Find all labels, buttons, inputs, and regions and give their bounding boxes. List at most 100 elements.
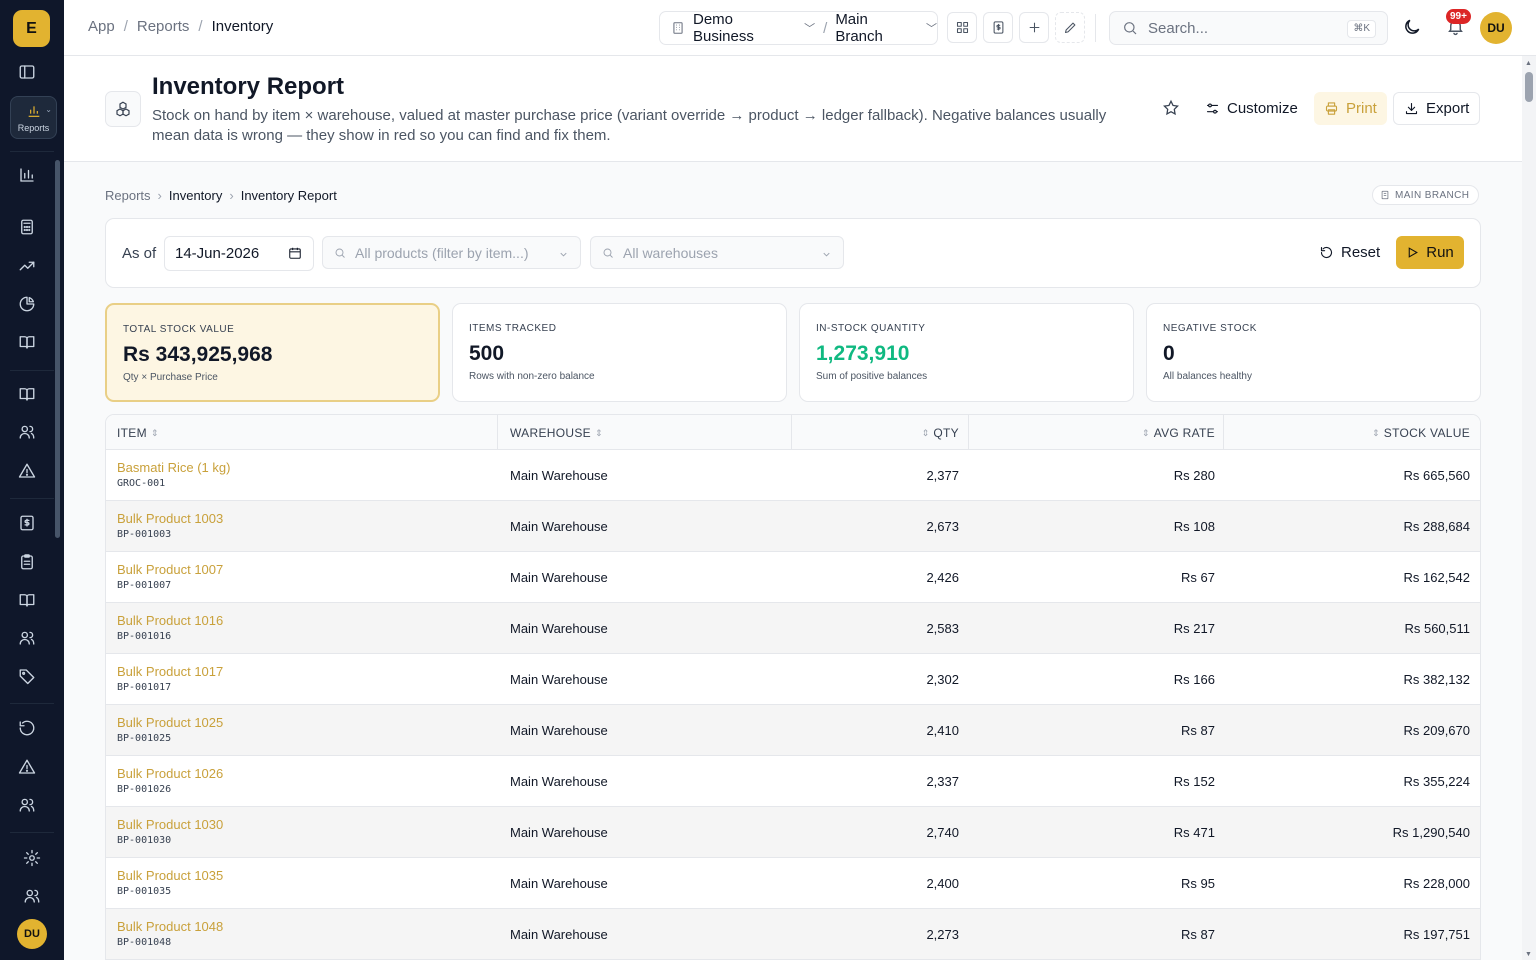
table-row[interactable]: Bulk Product 1035 BP-001035 Main Warehou… (106, 858, 1480, 909)
breadcrumb-item-inventory: Inventory (211, 18, 274, 35)
book-open-icon[interactable] (17, 590, 37, 610)
table-row[interactable]: Bulk Product 1003 BP-001003 Main Warehou… (106, 501, 1480, 552)
global-search[interactable]: ⌘K (1109, 11, 1388, 45)
page-breadcrumb-inventory[interactable]: Inventory (168, 188, 223, 203)
reset-button[interactable]: Reset (1309, 236, 1390, 269)
item-name-link[interactable]: Bulk Product 1017 (117, 664, 224, 679)
chevron-down-icon[interactable]: ﹀ (926, 23, 937, 35)
apps-grid-button[interactable] (947, 12, 977, 43)
column-header-item[interactable]: ITEM ⇕ (117, 426, 159, 440)
users-icon[interactable] (17, 795, 37, 815)
sidebar-toggle-icon[interactable] (17, 62, 37, 82)
chevron-down-icon: ⌄ (45, 105, 52, 114)
breadcrumb-item-reports[interactable]: Reports (136, 18, 190, 35)
avatar[interactable]: DU (17, 919, 47, 949)
item-name-link[interactable]: Bulk Product 1035 (117, 868, 224, 883)
users-icon[interactable] (17, 422, 37, 442)
history-icon[interactable] (17, 718, 37, 738)
print-button[interactable]: Print (1314, 92, 1387, 125)
calendar-icon[interactable] (288, 246, 303, 261)
gear-icon[interactable] (22, 848, 42, 868)
branch-name[interactable]: Main Branch (835, 11, 883, 45)
search-input[interactable] (1148, 19, 1338, 37)
customize-button[interactable]: Customize (1195, 92, 1308, 125)
item-name-link[interactable]: Bulk Product 1016 (117, 613, 224, 628)
stat-value: 0 (1163, 342, 1175, 365)
item-name-link[interactable]: Bulk Product 1007 (117, 562, 224, 577)
page-breadcrumb-reports[interactable]: Reports (105, 188, 151, 203)
table-row[interactable]: Bulk Product 1017 BP-001017 Main Warehou… (106, 654, 1480, 705)
sort-icon[interactable]: ⇕ (594, 428, 603, 438)
sidebar: E ⌄ Reports (0, 0, 64, 960)
table-row[interactable]: Bulk Product 1030 BP-001030 Main Warehou… (106, 807, 1480, 858)
theme-toggle[interactable] (1402, 17, 1424, 39)
tag-icon[interactable] (17, 666, 37, 686)
receipt-icon (993, 21, 1003, 34)
page-scrollbar[interactable]: ▲ ▼ (1522, 56, 1536, 960)
receipt-button[interactable] (983, 12, 1013, 43)
sort-icon[interactable]: ⇕ (1141, 428, 1150, 438)
stock-value-cell: Rs 1,290,540 (1392, 825, 1470, 840)
business-name[interactable]: Demo Business (693, 11, 754, 45)
date-input[interactable]: 14-Jun-2026 (164, 236, 314, 271)
item-name-link[interactable]: Bulk Product 1030 (117, 817, 224, 832)
trending-up-icon[interactable] (17, 256, 37, 276)
sort-icon[interactable]: ⇕ (1371, 428, 1380, 438)
users-icon[interactable] (17, 628, 37, 648)
table-row[interactable]: Bulk Product 1007 BP-001007 Main Warehou… (106, 552, 1480, 603)
favorite-button[interactable] (1162, 99, 1182, 119)
clipboard-icon[interactable] (17, 552, 37, 572)
column-header-avg-rate[interactable]: ⇕ AVG RATE (1142, 426, 1215, 440)
scroll-down-icon[interactable]: ▼ (1525, 951, 1532, 958)
scroll-up-icon[interactable]: ▲ (1525, 60, 1532, 67)
pie-chart-icon[interactable] (17, 294, 37, 314)
table-row[interactable]: Bulk Product 1048 BP-001048 Main Warehou… (106, 909, 1480, 960)
business-branch-selector[interactable]: Demo Business ﹀ / Main Branch ﹀ (659, 11, 938, 45)
table-row[interactable]: Basmati Rice (1 kg) GROC-001 Main Wareho… (106, 450, 1480, 501)
stat-card-negative-stock[interactable]: NEGATIVE STOCK 0 All balances healthy (1146, 303, 1481, 402)
chevron-down-icon[interactable]: ﹀ (804, 23, 816, 35)
breadcrumb-item-app[interactable]: App (88, 18, 115, 35)
edit-layout-button[interactable] (1055, 12, 1085, 43)
column-header-qty[interactable]: ⇕ QTY (922, 426, 959, 440)
stat-card-total-stock-value[interactable]: TOTAL STOCK VALUE Rs 343,925,968 Qty × P… (105, 303, 440, 402)
column-header-stock-value[interactable]: ⇕ STOCK VALUE (1372, 426, 1470, 440)
book-icon[interactable] (17, 384, 37, 404)
sidebar-item-reports[interactable]: ⌄ Reports (10, 96, 57, 139)
table-row[interactable]: Bulk Product 1016 BP-001016 Main Warehou… (106, 603, 1480, 654)
app-logo[interactable]: E (13, 10, 50, 47)
page-breadcrumb: Reports › Inventory › Inventory Report (105, 188, 337, 203)
sort-icon[interactable]: ⇕ (150, 428, 159, 438)
add-button[interactable] (1019, 12, 1049, 43)
filter-bar: As of 14-Jun-2026 All products (filter b… (105, 218, 1481, 288)
sort-icon[interactable]: ⇕ (921, 428, 930, 438)
item-name-link[interactable]: Bulk Product 1003 (117, 511, 224, 526)
alert-triangle-icon[interactable] (17, 757, 37, 777)
sidebar-scrollbar[interactable] (55, 160, 60, 538)
export-button[interactable]: Export (1393, 92, 1481, 125)
stat-card-items-tracked[interactable]: ITEMS TRACKED 500 Rows with non-zero bal… (452, 303, 787, 402)
run-button[interactable]: Run (1396, 236, 1464, 269)
stat-card-in-stock-quantity[interactable]: IN-STOCK QUANTITY 1,273,910 Sum of posit… (799, 303, 1134, 402)
bar-chart-icon[interactable] (17, 165, 37, 185)
item-name-link[interactable]: Bulk Product 1026 (117, 766, 224, 781)
qty-cell: 2,740 (926, 825, 959, 840)
column-header-warehouse[interactable]: WAREHOUSE ⇕ (510, 426, 603, 440)
item-name-link[interactable]: Bulk Product 1025 (117, 715, 224, 730)
item-name-link[interactable]: Basmati Rice (1 kg) (117, 460, 231, 475)
calculator-icon[interactable] (17, 217, 37, 237)
users-icon[interactable] (22, 886, 42, 906)
item-name-link[interactable]: Bulk Product 1048 (117, 919, 224, 934)
products-filter[interactable]: All products (filter by item...) (322, 236, 581, 269)
table-row[interactable]: Bulk Product 1026 BP-001026 Main Warehou… (106, 756, 1480, 807)
date-value[interactable]: 14-Jun-2026 (175, 245, 260, 262)
alert-triangle-icon[interactable] (17, 461, 37, 481)
table-row[interactable]: Bulk Product 1025 BP-001025 Main Warehou… (106, 705, 1480, 756)
user-avatar[interactable]: DU (1480, 12, 1512, 44)
qty-cell: 2,400 (926, 876, 959, 891)
book-open-icon[interactable] (17, 332, 37, 352)
breadcrumb: App / Reports / Inventory (88, 18, 273, 35)
warehouses-filter[interactable]: All warehouses (590, 236, 844, 269)
scrollbar-thumb[interactable] (1525, 72, 1533, 102)
receipt-icon[interactable] (17, 513, 37, 533)
